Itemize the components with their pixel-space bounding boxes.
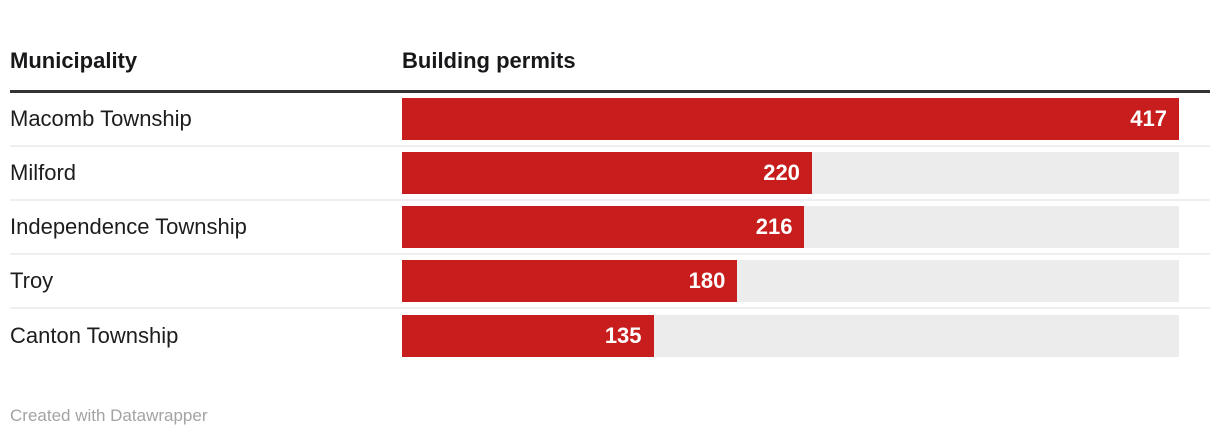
bar: 180: [402, 260, 738, 302]
bar-track: 220: [402, 152, 1179, 194]
table-row: Troy 180: [10, 255, 1210, 309]
datawrapper-attribution: Created with Datawrapper: [10, 406, 208, 425]
bar-cell: 220: [402, 152, 1210, 194]
bar-value-label: 216: [755, 214, 793, 239]
bar-cell: 216: [402, 206, 1210, 248]
bar: 417: [402, 98, 1179, 140]
bar-value-label: 417: [1130, 106, 1167, 131]
bar-cell: 417: [402, 98, 1210, 140]
table-row: Milford 220: [10, 147, 1210, 201]
column-header-building-permits: Building permits: [402, 48, 576, 73]
table-row: Independence Township 216: [10, 201, 1210, 255]
bar-value-label: 220: [763, 160, 800, 185]
bar-track: 216: [402, 206, 1179, 248]
bar: 135: [402, 315, 654, 357]
bar-cell: 135: [402, 315, 1210, 357]
table-header-row: Municipality Building permits: [10, 0, 1210, 93]
row-label: Milford: [10, 160, 77, 185]
bar-track: 135: [402, 315, 1179, 357]
table-row: Macomb Township 417: [10, 93, 1210, 147]
column-header-municipality: Municipality: [10, 48, 138, 73]
bar-cell: 180: [402, 260, 1210, 302]
bar: 216: [402, 206, 805, 248]
chart-rows: Macomb Township 417 Milford 220 Independence…: [10, 93, 1210, 363]
bar: 220: [402, 152, 812, 194]
row-label: Canton Township: [10, 323, 179, 348]
row-label: Macomb Township: [10, 106, 192, 131]
bar-chart: Municipality Building permits Macomb Tow…: [10, 0, 1210, 425]
bar-value-label: 135: [604, 323, 642, 348]
table-row: Canton Township 135: [10, 309, 1210, 363]
row-label: Independence Township: [10, 214, 247, 239]
bar-track: 180: [402, 260, 1179, 302]
bar-track: 417: [402, 98, 1179, 140]
row-label: Troy: [10, 268, 54, 293]
bar-value-label: 180: [688, 268, 726, 293]
